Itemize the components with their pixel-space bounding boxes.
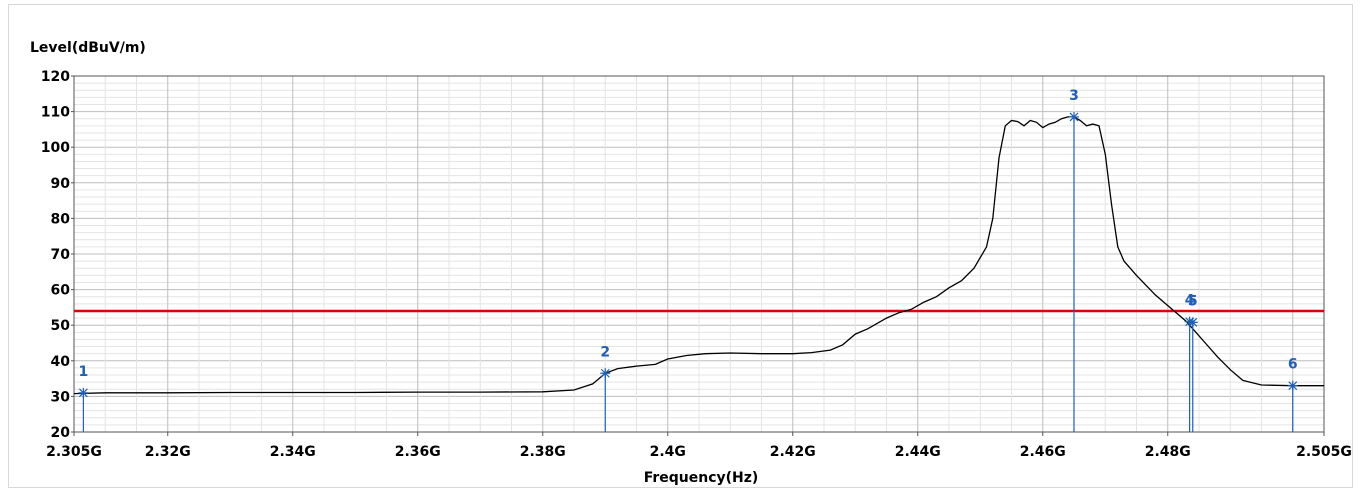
x-tick-label: 2.38G <box>520 444 566 460</box>
y-tick-label: 40 <box>51 354 71 370</box>
y-axis-ticks: 20 30 40 50 60 70 80 90 100 110 120 <box>41 69 74 441</box>
marker-1-label: 1 <box>79 364 89 380</box>
grid <box>73 75 1325 433</box>
marker-5-label: 5 <box>1188 293 1198 309</box>
y-tick-label: 30 <box>51 389 71 405</box>
y-tick-label: 120 <box>41 69 70 85</box>
x-tick-label: 2.305G <box>46 444 102 460</box>
y-tick-label: 60 <box>51 283 71 299</box>
y-tick-label: 90 <box>51 176 71 192</box>
x-tick-label: 2.46G <box>1020 444 1066 460</box>
x-axis-label: Frequency(Hz) <box>644 470 759 486</box>
x-tick-label: 2.34G <box>270 444 316 460</box>
y-tick-label: 80 <box>51 211 71 227</box>
y-tick-label: 100 <box>41 140 70 156</box>
marker-5-point <box>1187 317 1198 328</box>
marker-4-point <box>1184 316 1195 327</box>
markers: 1 2 3 45 6 <box>78 88 1298 432</box>
y-tick-label: 70 <box>51 247 71 263</box>
x-tick-label: 2.32G <box>145 444 191 460</box>
y-tick-label: 20 <box>51 425 71 441</box>
chart-frame <box>8 4 1353 488</box>
y-axis-label: Level(dBuV/m) <box>30 40 146 56</box>
x-tick-label: 2.48G <box>1145 444 1191 460</box>
x-tick-label: 2.36G <box>395 444 441 460</box>
marker-2-label: 2 <box>600 344 610 360</box>
x-tick-label: 2.42G <box>770 444 816 460</box>
marker-3-label: 3 <box>1069 88 1079 104</box>
marker-6-label: 6 <box>1288 357 1298 373</box>
y-tick-label: 50 <box>51 318 71 334</box>
x-tick-label: 2.4G <box>650 444 686 460</box>
marker-3-point <box>1069 111 1079 122</box>
x-tick-label: 2.44G <box>895 444 941 460</box>
y-tick-label: 110 <box>41 105 70 121</box>
x-tick-label: 2.505G <box>1296 444 1352 460</box>
marker-2-point <box>600 368 611 379</box>
trace-line <box>73 116 1324 395</box>
marker-6-point <box>1287 380 1298 391</box>
x-axis-ticks: 2.305G 2.32G 2.34G 2.36G 2.38G 2.4G 2.42G 2.44G… <box>46 432 1352 460</box>
marker-4-label: 4 <box>1185 293 1195 309</box>
marker-1-point <box>78 387 89 398</box>
